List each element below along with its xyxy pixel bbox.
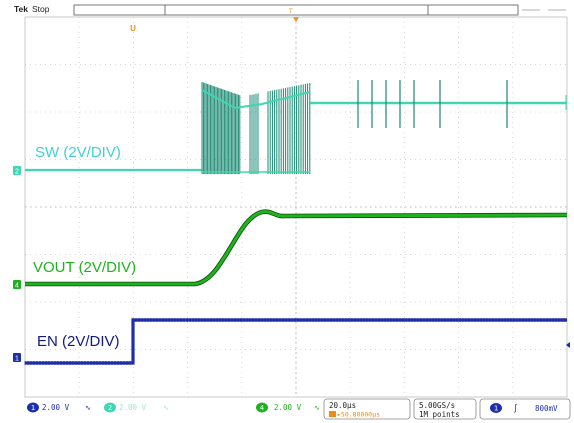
- trigger-slope-icon: ∫: [513, 404, 518, 413]
- trigger-position-icon[interactable]: [293, 17, 299, 22]
- trigger-position-value: ▸50.80000µs: [337, 411, 380, 419]
- vout-trace-label: VOUT (2V/DIV): [33, 259, 136, 276]
- ch1-number: 1: [31, 404, 35, 412]
- graticule: [24, 16, 568, 398]
- record-length-value: 1M points: [419, 410, 460, 419]
- brand-label: Tek: [14, 4, 28, 14]
- ch4-scale-readout[interactable]: 4 2.00 V ∿: [256, 402, 320, 413]
- trigger-level-value: 800mV: [535, 404, 558, 413]
- sw-waveform: [25, 80, 567, 174]
- ch1-ground-marker[interactable]: 1: [13, 353, 21, 363]
- waveform-traces: [24, 80, 568, 365]
- ch4-number: 4: [260, 404, 264, 412]
- ch2-scale-readout[interactable]: 2 2.00 V ∿: [104, 402, 169, 413]
- ch1-marker-label: 1: [15, 356, 19, 363]
- ch4-ground-marker[interactable]: 4: [13, 280, 21, 290]
- timebase-value: 20.0µs: [329, 401, 356, 410]
- record-overview-bar[interactable]: [73, 4, 519, 16]
- timebase-readout[interactable]: 20.0µs ▸50.80000µs: [323, 398, 411, 420]
- ch1-scale-value: 2.00 V: [42, 403, 70, 412]
- ch2-marker-label: 2: [15, 169, 19, 176]
- vout-trace-line: [25, 210, 568, 286]
- sample-rate-value: 5.00GS/s: [419, 401, 455, 410]
- vout-waveform: [25, 209, 568, 287]
- record-view-window: [164, 4, 429, 16]
- trigger-channel-number: 1: [494, 405, 498, 413]
- ch2-bw-icon: ∿: [163, 404, 169, 412]
- ch4-marker-label: 4: [15, 283, 19, 290]
- ch1-bw-icon: ∿: [85, 404, 91, 412]
- top-status-bar: Tek Stop T U: [14, 4, 566, 33]
- readout-bar: 1 2.00 V ∿ 2 2.00 V ∿ 4 2.00 V ∿ 20.0µs …: [27, 398, 571, 420]
- horizontal-position-icon[interactable]: U: [130, 24, 136, 33]
- trigger-readout[interactable]: 1 ∫ 800mV: [479, 398, 571, 420]
- sw-envelope-top: [201, 89, 311, 110]
- ch2-ground-marker[interactable]: 2: [13, 166, 21, 176]
- trigger-position-badge: [329, 411, 336, 417]
- acquisition-readout[interactable]: 5.00GS/s 1M points: [413, 398, 477, 420]
- ch4-bw-icon: ∿: [314, 404, 320, 412]
- trigger-level-icon[interactable]: [566, 342, 570, 348]
- en-trace-label: EN (2V/DIV): [37, 333, 120, 350]
- ch4-scale-value: 2.00 V: [274, 403, 302, 412]
- record-trigger-glyph: T: [289, 9, 293, 15]
- sw-trace-label: SW (2V/DIV): [35, 144, 121, 161]
- channel-markers: 2 4 1: [13, 166, 570, 363]
- ch1-scale-readout[interactable]: 1 2.00 V ∿: [27, 402, 91, 413]
- acquisition-status: Stop: [32, 4, 50, 14]
- ch2-number: 2: [108, 404, 112, 412]
- ch2-scale-value: 2.00 V: [119, 403, 147, 412]
- en-waveform: [24, 318, 567, 365]
